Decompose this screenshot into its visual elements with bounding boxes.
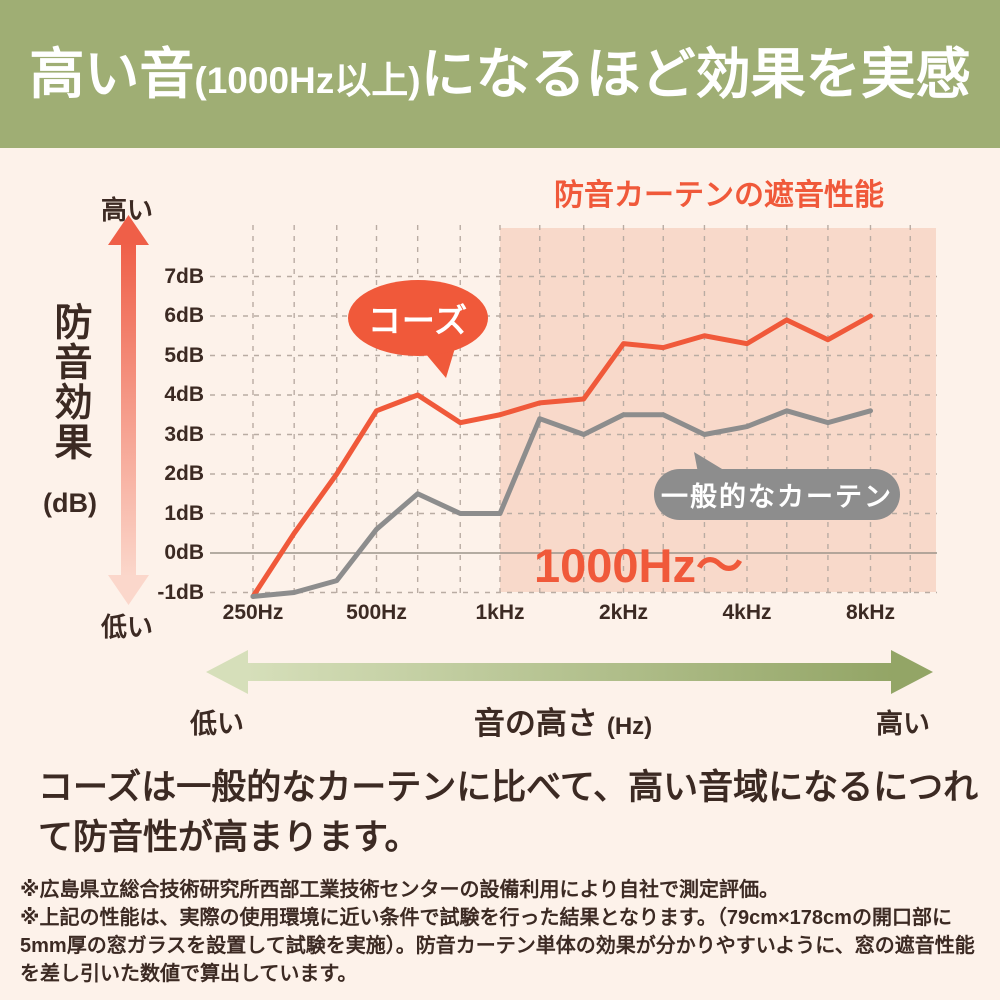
chart-title: 防音カーテンの遮音性能 bbox=[554, 179, 884, 212]
frequency-gradient-arrow bbox=[247, 663, 893, 681]
y-tick-label: 6dB bbox=[164, 304, 204, 327]
series-label-bubble-koze: コーズ bbox=[348, 280, 488, 356]
footnote-line-2: ※上記の性能は、実際の使用環境に近い条件で試験を行った結果となります。（79cm… bbox=[20, 907, 952, 929]
x-axis-caption-unit: (Hz) bbox=[606, 713, 653, 740]
statement-line-1: コーズは一般的なカーテンに比べて、高い音域になるにつれ bbox=[38, 768, 979, 807]
x-tick-label: 4kHz bbox=[722, 601, 772, 624]
page-title: 高い音(1000Hz以上)になるほど効果を実感 bbox=[0, 0, 1000, 156]
y-axis-low-label: 低い bbox=[100, 612, 153, 642]
series-label-general-curtain: 一般的なカーテン bbox=[661, 482, 893, 512]
x-axis-high-label: 高い bbox=[876, 709, 930, 739]
x-tick-label: 2kHz bbox=[598, 601, 649, 624]
y-axis-unit: (dB) bbox=[43, 488, 97, 518]
series-label-koze: コーズ bbox=[367, 302, 469, 339]
header-banner: 高い音(1000Hz以上)になるほど効果を実感 bbox=[0, 0, 1000, 148]
series-line-koze bbox=[250, 313, 873, 599]
y-tick-label: 4dB bbox=[164, 383, 204, 406]
page-title-frequency-note: (1000Hz以上) bbox=[194, 60, 421, 101]
x-tick-label: 8kHz bbox=[845, 601, 896, 624]
y-axis-title: 防音効果 bbox=[48, 302, 90, 462]
x-tick-label: 1kHz bbox=[475, 601, 525, 624]
y-tick-label: 5dB bbox=[164, 343, 204, 367]
footnote-line-4: を差し引いた数値で算出しています。 bbox=[20, 963, 358, 985]
y-tick-label: 2dB bbox=[164, 462, 204, 485]
statement: コーズは一般的なカーテンに比べて、高い音域になるにつれ て防音性が高まります。 bbox=[38, 763, 978, 863]
y-axis-gradient-arrow bbox=[121, 243, 136, 577]
x-axis-caption-text: 音の高さ bbox=[473, 706, 598, 741]
footnotes: ※広島県立総合技術研究所西部工業技術センターの設備利用により自社で測定評価。 ※… bbox=[20, 876, 975, 988]
y-tick-label: 0dB bbox=[164, 541, 204, 564]
footnote-line-3: 5mm厚の窓ガラスを設置して試験を実施）。防音カーテン単体の効果が分かりやすいよ… bbox=[20, 935, 975, 957]
y-tick-label: 1dB bbox=[164, 501, 204, 525]
page-title-lead: 高い音 bbox=[29, 43, 195, 105]
y-tick-label: 7dB bbox=[164, 264, 204, 288]
x-axis-low-label: 低い bbox=[190, 709, 244, 739]
statement-line-2: て防音性が高まります。 bbox=[38, 818, 420, 857]
y-tick-label: -1dB bbox=[157, 580, 204, 604]
highlight-region bbox=[500, 228, 936, 592]
x-axis-caption: 音の高さ (Hz) bbox=[313, 698, 813, 743]
x-tick-label: 250Hz bbox=[222, 601, 284, 624]
y-tick-label: 3dB bbox=[164, 422, 204, 446]
x-tick-label: 500Hz bbox=[346, 601, 407, 624]
footnote-line-1: ※広島県立総合技術研究所西部工業技術センターの設備利用により自社で測定評価。 bbox=[20, 879, 780, 901]
series-label-bubble-general-curtain: 一般的なカーテン bbox=[654, 469, 900, 520]
page-title-tail: になるほど効果を実感 bbox=[420, 43, 971, 105]
series-line-general-curtain bbox=[250, 408, 873, 599]
highlight-region-label: 1000Hz〜 bbox=[534, 539, 743, 592]
